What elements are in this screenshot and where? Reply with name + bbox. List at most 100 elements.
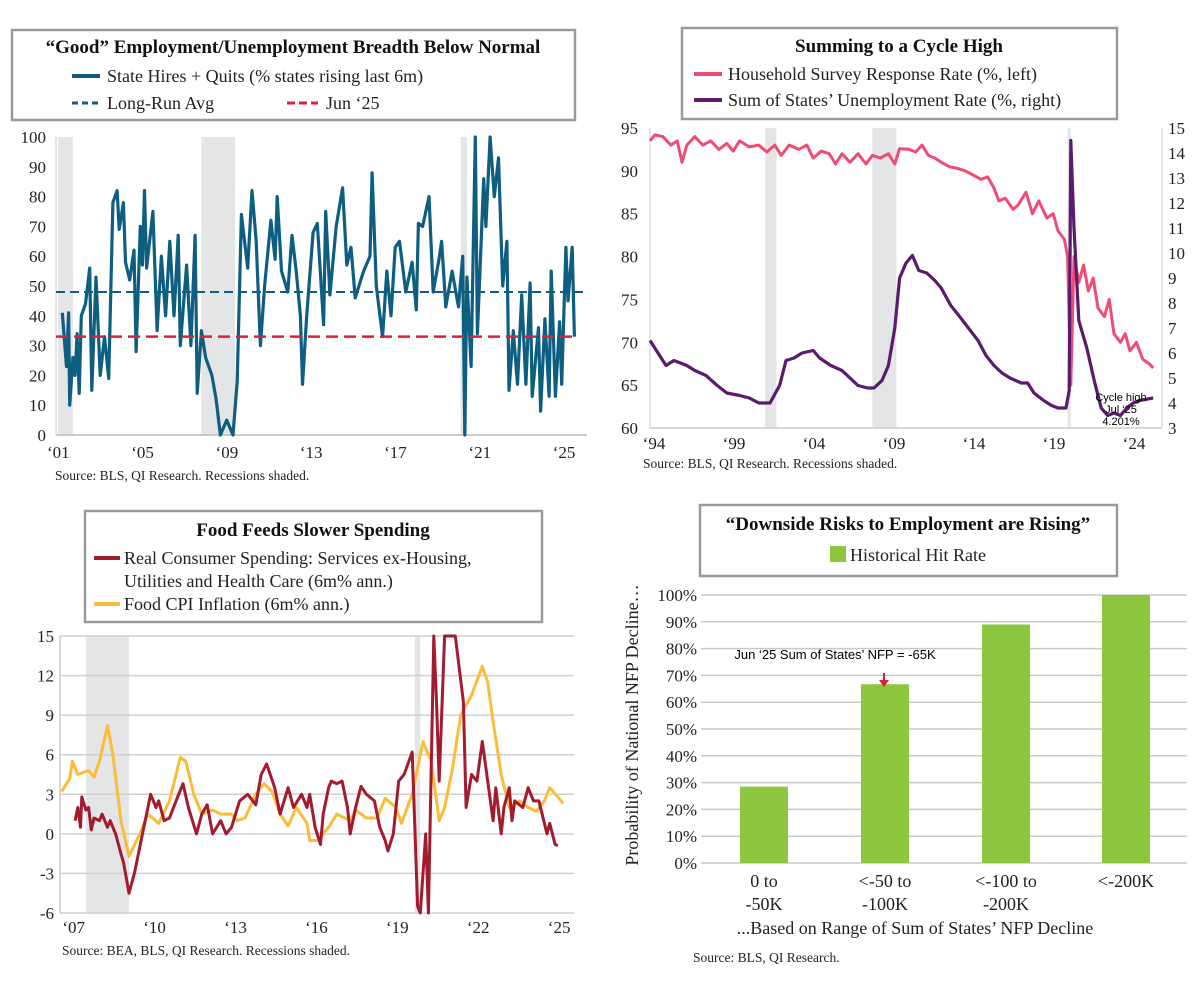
y-tick-label: 90 [29,158,46,177]
source-note: Source: BLS, QI Research. Recessions sha… [643,456,897,471]
recession-band [201,137,236,435]
y-tick-label: 10 [29,396,46,415]
right-y-tick-label: 12 [1168,194,1185,213]
chart-downside-risks: 0% 10% 20% 30% 40% 50% 60% 70% 80% 90% 100% 0 to -50… [622,503,1187,965]
series-line-food-cpi [60,664,565,858]
right-y-tick-label: 10 [1168,244,1185,263]
chart-cycle-high: 60 65 70 75 80 85 90 95 3 4 5 6 7 8 9 10 11 12 13 14 15 ‘94 ‘9… [621,26,1186,471]
legend-label: Jun ‘25 [326,93,380,113]
y-tick-label: 70 [29,217,46,236]
x-tick-label: ‘19 [1043,434,1066,453]
y-tick-label: 0 [38,426,47,445]
x-tick-label: <-100 to [975,871,1037,891]
legend-label: Sum of States’ Unemployment Rate (%, rig… [728,90,1061,111]
annotation-label: Jun ‘25 Sum of States’ NFP = -65K [734,647,936,662]
source-note: Source: BLS, QI Research. [693,950,840,965]
x-tick-label: <-200K [1098,871,1154,891]
y-tick-label: 50 [29,277,46,296]
y-tick-label: 30% [666,774,697,793]
x-tick-label: ‘24 [1123,434,1146,453]
y-tick-label: 0% [674,854,697,873]
y-tick-label: 3 [46,785,55,804]
right-y-tick-label: 4 [1168,394,1177,413]
x-tick-label: ‘17 [384,443,407,462]
legend-box [698,503,1119,578]
y-tick-label: 30 [29,337,46,356]
legend-box [10,28,577,122]
right-y-tick-label: 9 [1168,269,1177,288]
right-y-tick-label: 13 [1168,169,1185,188]
right-y-tick-label: 15 [1168,119,1185,138]
right-y-tick-label: 3 [1168,419,1177,438]
x-tick-label: ‘01 [47,443,70,462]
y-tick-label: 80% [666,640,697,659]
y-tick-label: 15 [37,627,54,646]
x-tick-label: 0 to [750,871,778,891]
x-tick-label: -200K [983,894,1029,914]
x-tick-label: ‘14 [963,434,986,453]
series-line-consumer-spending [73,634,559,915]
chart-title: Summing to a Cycle High [795,36,1003,57]
legend-label: Household Survey Response Rate (%, left) [728,64,1037,85]
x-tick-label: ‘05 [131,443,154,462]
recession-band [872,128,897,428]
x-tick-label: ‘09 [883,434,906,453]
x-tick-label: ‘19 [386,918,409,937]
legend-label: Food CPI Inflation (6m% ann.) [124,594,349,615]
chart-breadth: 0 10 20 30 40 50 60 70 80 90 100 ‘01 ‘05 ‘09 ‘13 ‘17 ‘21… [10,28,587,483]
legend-label: Utilities and Health Care (6m% ann.) [124,571,393,592]
legend-box [83,509,544,624]
series-line-unemployment-rate [648,138,1154,418]
y-tick-label: 60 [29,247,46,266]
series-line-hires-quits [60,135,576,437]
x-tick-label: ‘13 [224,918,247,937]
source-note: Source: BLS, QI Research. Recessions sha… [55,468,309,483]
bar-hit-rate [982,624,1030,863]
left-y-tick-label: 95 [621,119,638,138]
right-y-tick-label: 6 [1168,344,1177,363]
legend-label: Long-Run Avg [107,93,214,113]
x-tick-label: ‘04 [803,434,826,453]
legend-label: Real Consumer Spending: Services ex-Hous… [124,548,471,568]
right-y-tick-label: 7 [1168,319,1177,338]
left-y-tick-label: 80 [621,248,638,267]
annotation-line: Jul ‘25 [1105,404,1137,416]
legend-swatch-hit-rate [830,546,846,562]
right-y-tick-label: 11 [1168,219,1184,238]
left-y-tick-label: 75 [621,290,638,309]
x-tick-label: ‘21 [468,443,491,462]
y-axis-label: Probability of National NFP Decline… [622,584,642,865]
y-tick-label: 90% [666,613,697,632]
y-tick-label: 80 [29,188,46,207]
chart-food-spending: -6 -3 0 3 6 9 12 15 ‘07 ‘10 ‘13 ‘16 ‘19 ‘22 ‘25 Food F… [37,509,574,958]
y-tick-label: 10% [666,827,697,846]
x-tick-label: ‘25 [553,443,576,462]
legend-label: State Hires + Quits (% states rising las… [107,66,423,87]
y-tick-label: 100 [21,128,47,147]
chart-title: “Downside Risks to Employment are Rising… [726,514,1090,535]
left-y-tick-label: 60 [621,419,638,438]
y-tick-label: 40% [666,747,697,766]
bar-hit-rate [740,786,788,863]
x-tick-label: ‘22 [467,918,490,937]
series-line-response-rate [648,133,1155,387]
x-tick-label: ‘16 [305,918,328,937]
y-tick-label: 9 [46,706,55,725]
left-y-tick-label: 85 [621,205,638,224]
left-y-tick-label: 70 [621,333,638,352]
y-tick-label: 70% [666,666,697,685]
x-tick-label: ‘13 [300,443,323,462]
x-tick-label: -100K [862,894,908,914]
right-y-tick-label: 5 [1168,369,1177,388]
x-tick-label: ‘10 [143,918,166,937]
y-tick-label: 0 [46,825,55,844]
x-tick-label: ‘25 [548,918,571,937]
legend-label: Historical Hit Rate [850,545,986,565]
x-tick-label: -50K [746,894,783,914]
arrow-head-icon [879,680,889,687]
annotation-line: Cycle high [1095,392,1146,404]
y-tick-label: -6 [40,904,54,923]
y-tick-label: 6 [46,746,55,765]
bar-hit-rate [1102,595,1150,863]
